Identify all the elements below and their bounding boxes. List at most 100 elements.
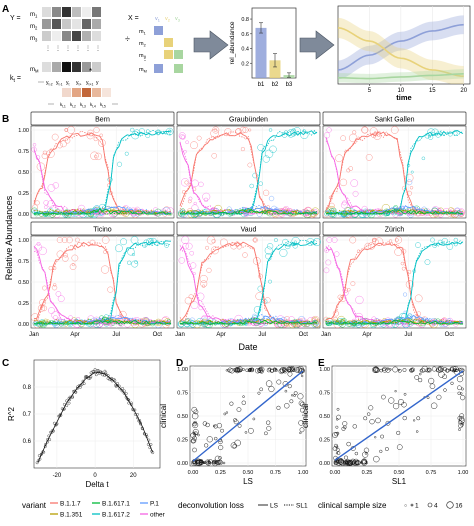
- data-point: [192, 421, 199, 429]
- data-point: [287, 384, 292, 389]
- data-point: [343, 460, 350, 466]
- data-point: [56, 236, 63, 244]
- x-matrix-label: X =: [128, 15, 139, 22]
- facet-title: Graubünden: [229, 117, 268, 124]
- data-point: [458, 367, 465, 374]
- data-point: [48, 307, 55, 314]
- data-point: [93, 136, 98, 142]
- legend-loss-label: SL1: [296, 503, 308, 510]
- data-point: [414, 294, 423, 303]
- data-point: [194, 459, 200, 465]
- data-point: [279, 248, 288, 257]
- data-point: [414, 375, 420, 380]
- y-matrix-cell: [72, 7, 81, 17]
- data-point: [287, 366, 294, 373]
- x-tick-label: Oct: [445, 332, 455, 338]
- loss-legend-items: LS SL1: [258, 503, 308, 510]
- x-matrix-cell: [164, 50, 173, 59]
- data-point: [401, 401, 407, 408]
- y-tick-label: 0.00: [18, 322, 29, 328]
- data-point: [432, 243, 438, 248]
- series-line-dotted-B.1.1.7: [325, 241, 464, 325]
- data-point: [297, 393, 304, 400]
- data-point: [273, 238, 278, 243]
- facet-bern: Bern 0.00 0.25 0.50 0.75 1.00: [18, 111, 175, 219]
- data-point: [375, 417, 381, 424]
- data-point: [331, 237, 338, 243]
- data-point: [222, 461, 226, 465]
- data-point: [413, 419, 416, 422]
- data-point: [390, 126, 399, 134]
- data-point: [42, 150, 48, 155]
- x-tick-label: 15: [429, 88, 436, 94]
- panel-d: D 0.000.00 0.25 0.25 0.50 0.50 0.75 0.75 1.00 1.…: [159, 358, 308, 486]
- y-label: yt: [66, 80, 70, 87]
- data-point: [212, 460, 216, 464]
- data-point: [206, 460, 210, 464]
- data-point: [31, 146, 37, 153]
- x-matrix-grid: [154, 26, 183, 73]
- data-point: [363, 416, 368, 421]
- bar-category-label: b1: [258, 82, 265, 88]
- data-point: [405, 173, 414, 183]
- facet-sankt-gallen: Sankt Gallen: [322, 111, 467, 219]
- k-cell-label: kt,3: [80, 102, 86, 109]
- data-point: [381, 394, 386, 400]
- y-tick-label: 1.00: [18, 128, 29, 134]
- data-point: [190, 438, 196, 444]
- data-point: [332, 446, 338, 451]
- y-matrix-cell: [42, 31, 51, 41]
- data-point: [431, 366, 437, 372]
- y-matrix-cell: [92, 7, 101, 17]
- data-point: [198, 181, 204, 188]
- data-point: [443, 388, 447, 392]
- scatter-xlabel: LS: [243, 477, 253, 486]
- data-point: [457, 415, 463, 421]
- y-label: yt-1: [56, 80, 63, 87]
- series-line-dotted-other: [325, 140, 464, 215]
- data-point: [374, 436, 377, 439]
- data-point: [164, 243, 169, 248]
- data-point: [64, 128, 69, 132]
- data-point: [257, 391, 261, 395]
- y-matrix-cell: [52, 7, 61, 17]
- k-cell: [92, 88, 101, 97]
- k-labels: ⋯ kt,1 kt,2 kt,3 kt,4 kt,5 ⋯: [48, 102, 118, 109]
- data-point: [82, 382, 86, 386]
- bar-b2: [269, 60, 281, 78]
- data-point: [300, 407, 305, 413]
- data-point: [36, 241, 41, 246]
- y-tick-label: 0.75: [18, 149, 29, 155]
- data-point: [284, 389, 288, 393]
- data-point: [264, 431, 268, 436]
- y-tick-label: 0.7: [23, 412, 32, 418]
- data-point: [298, 420, 304, 426]
- data-point: [354, 460, 360, 466]
- data-point: [61, 236, 68, 244]
- divide-sign: ÷: [125, 34, 130, 44]
- data-point: [202, 192, 211, 201]
- data-point: [180, 135, 186, 140]
- data-point: [252, 417, 256, 421]
- y-label: yt+: [76, 80, 82, 87]
- data-point: [415, 430, 419, 433]
- panel-letter-b: B: [2, 114, 9, 125]
- arrow-right-icon-2: [299, 30, 335, 60]
- data-point: [190, 141, 198, 150]
- data-point: [416, 416, 421, 421]
- data-point: [428, 134, 434, 140]
- data-point: [94, 152, 102, 161]
- data-point: [192, 422, 197, 427]
- facet-ticino: Ticino 0.00 0.25 0.50 0.75 1.00 Jan Apr Jul Oct: [18, 221, 175, 338]
- data-point: [94, 373, 98, 377]
- series-line-P.1: [34, 205, 172, 215]
- data-point: [52, 283, 57, 287]
- data-point: [419, 372, 422, 376]
- k-cell: [82, 88, 91, 97]
- data-point: [57, 295, 65, 303]
- m-label: m3: [30, 36, 38, 43]
- data-point: [130, 127, 135, 133]
- data-point: [178, 257, 185, 264]
- data-point: [348, 461, 353, 465]
- data-point: [382, 367, 386, 372]
